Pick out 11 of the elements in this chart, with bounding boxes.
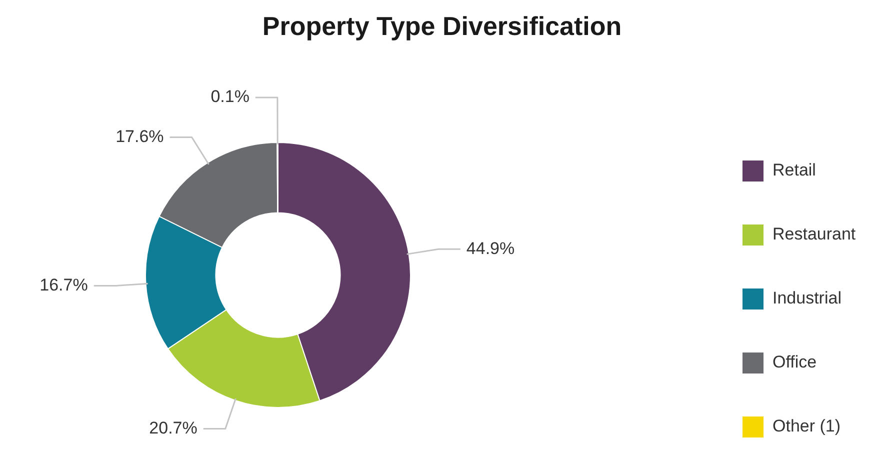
legend-label: Industrial	[772, 288, 842, 308]
legend-label: Office	[772, 352, 817, 372]
legend-label: Other (1)	[772, 416, 841, 436]
legend-label: Retail	[772, 160, 816, 180]
data-label: 44.9%	[466, 238, 515, 258]
data-label: 17.6%	[116, 126, 164, 146]
data-label: 16.7%	[40, 275, 88, 294]
legend-label: Restaurant	[772, 224, 856, 244]
data-label: 0.1%	[210, 87, 250, 106]
chart-title: Property Type Diversification	[262, 10, 622, 41]
data-label: 20.7%	[149, 418, 198, 438]
